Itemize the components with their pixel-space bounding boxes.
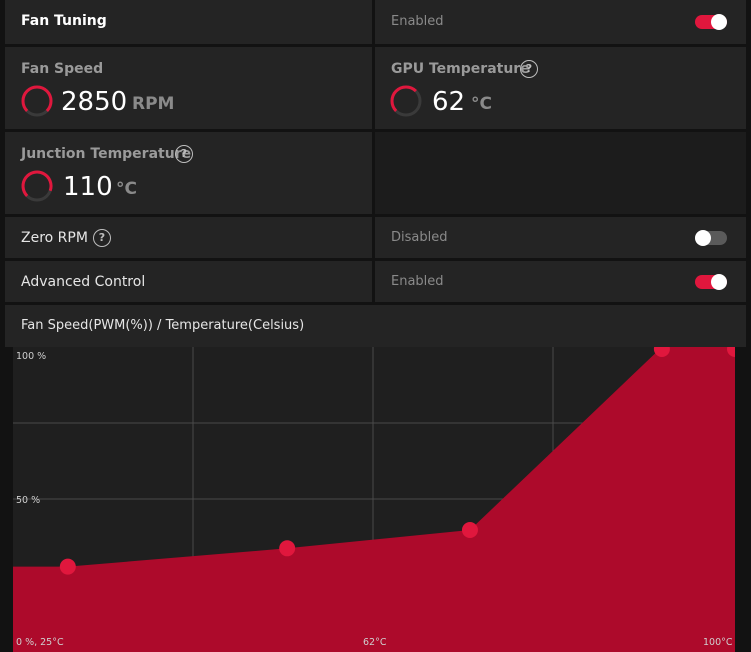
fan-tuning-state: Enabled: [391, 14, 444, 29]
zero-rpm-help-icon[interactable]: ?: [93, 229, 111, 247]
toggle-knob: [711, 14, 727, 30]
curve-point-1[interactable]: [59, 558, 76, 575]
junction-temperature-label: Junction Temperature: [21, 146, 192, 162]
curve-point-2[interactable]: [279, 540, 296, 557]
gpu-temperature-label: GPU Temperature: [391, 61, 530, 77]
curve-point-4[interactable]: [653, 347, 670, 357]
fan-tuning-title: Fan Tuning: [21, 13, 107, 29]
gpu-temperature-gauge-icon: [390, 85, 422, 117]
junction-temperature-panel: Junction Temperature ? 110 °C: [5, 132, 372, 214]
junction-temperature-help-icon[interactable]: ?: [175, 145, 193, 163]
fan-tuning-toggle[interactable]: [695, 14, 727, 30]
advanced-control-toggle-row: Enabled: [375, 261, 746, 302]
fan-speed-panel: Fan Speed 2850 RPM: [5, 47, 372, 129]
advanced-control-label: Advanced Control: [21, 274, 146, 290]
gpu-temperature-value: 62: [432, 87, 466, 117]
fan-speed-unit: RPM: [132, 94, 175, 114]
empty-panel: [375, 132, 746, 214]
advanced-control-row: Advanced Control: [5, 261, 372, 302]
fan-tuning-header: Fan Tuning: [5, 0, 372, 44]
x-tick-100: 100°C: [703, 637, 733, 648]
toggle-knob: [711, 274, 727, 290]
junction-temperature-unit: °C: [116, 179, 137, 199]
curve-point-3[interactable]: [461, 522, 478, 538]
zero-rpm-state: Disabled: [391, 230, 448, 245]
gpu-temperature-panel: GPU Temperature ? 62 °C: [375, 47, 746, 129]
gpu-temperature-help-icon[interactable]: ?: [520, 60, 538, 78]
fan-curve-header: Fan Speed(PWM(%)) / Temperature(Celsius): [5, 305, 746, 347]
fan-speed-gauge-icon: [21, 85, 53, 117]
curve-point-5[interactable]: [727, 347, 735, 357]
fan-tuning-toggle-row: Enabled: [375, 0, 746, 44]
fan-curve-title: Fan Speed(PWM(%)) / Temperature(Celsius): [21, 318, 305, 333]
gpu-temperature-unit: °C: [471, 94, 492, 114]
advanced-control-toggle[interactable]: [695, 274, 727, 290]
toggle-knob: [695, 230, 711, 246]
zero-rpm-label: Zero RPM: [21, 230, 88, 246]
fan-curve-area: [13, 347, 735, 652]
fan-speed-value: 2850: [61, 87, 128, 117]
y-tick-100: 100 %: [16, 351, 46, 362]
zero-rpm-toggle[interactable]: [695, 230, 727, 246]
zero-rpm-toggle-row: Disabled: [375, 217, 746, 258]
advanced-control-state: Enabled: [391, 274, 444, 289]
junction-temperature-value: 110: [63, 172, 113, 202]
y-tick-50: 50 %: [16, 495, 40, 506]
x-tick-62: 62°C: [363, 637, 387, 648]
origin-tick: 0 %, 25°C: [16, 637, 64, 648]
fan-curve-points: [59, 347, 735, 575]
fan-curve-chart[interactable]: 100 % 50 % 0 %, 25°C 62°C 100°C: [13, 347, 735, 652]
zero-rpm-row: Zero RPM ?: [5, 217, 372, 258]
fan-speed-label: Fan Speed: [21, 61, 104, 77]
junction-temperature-gauge-icon: [21, 170, 53, 202]
